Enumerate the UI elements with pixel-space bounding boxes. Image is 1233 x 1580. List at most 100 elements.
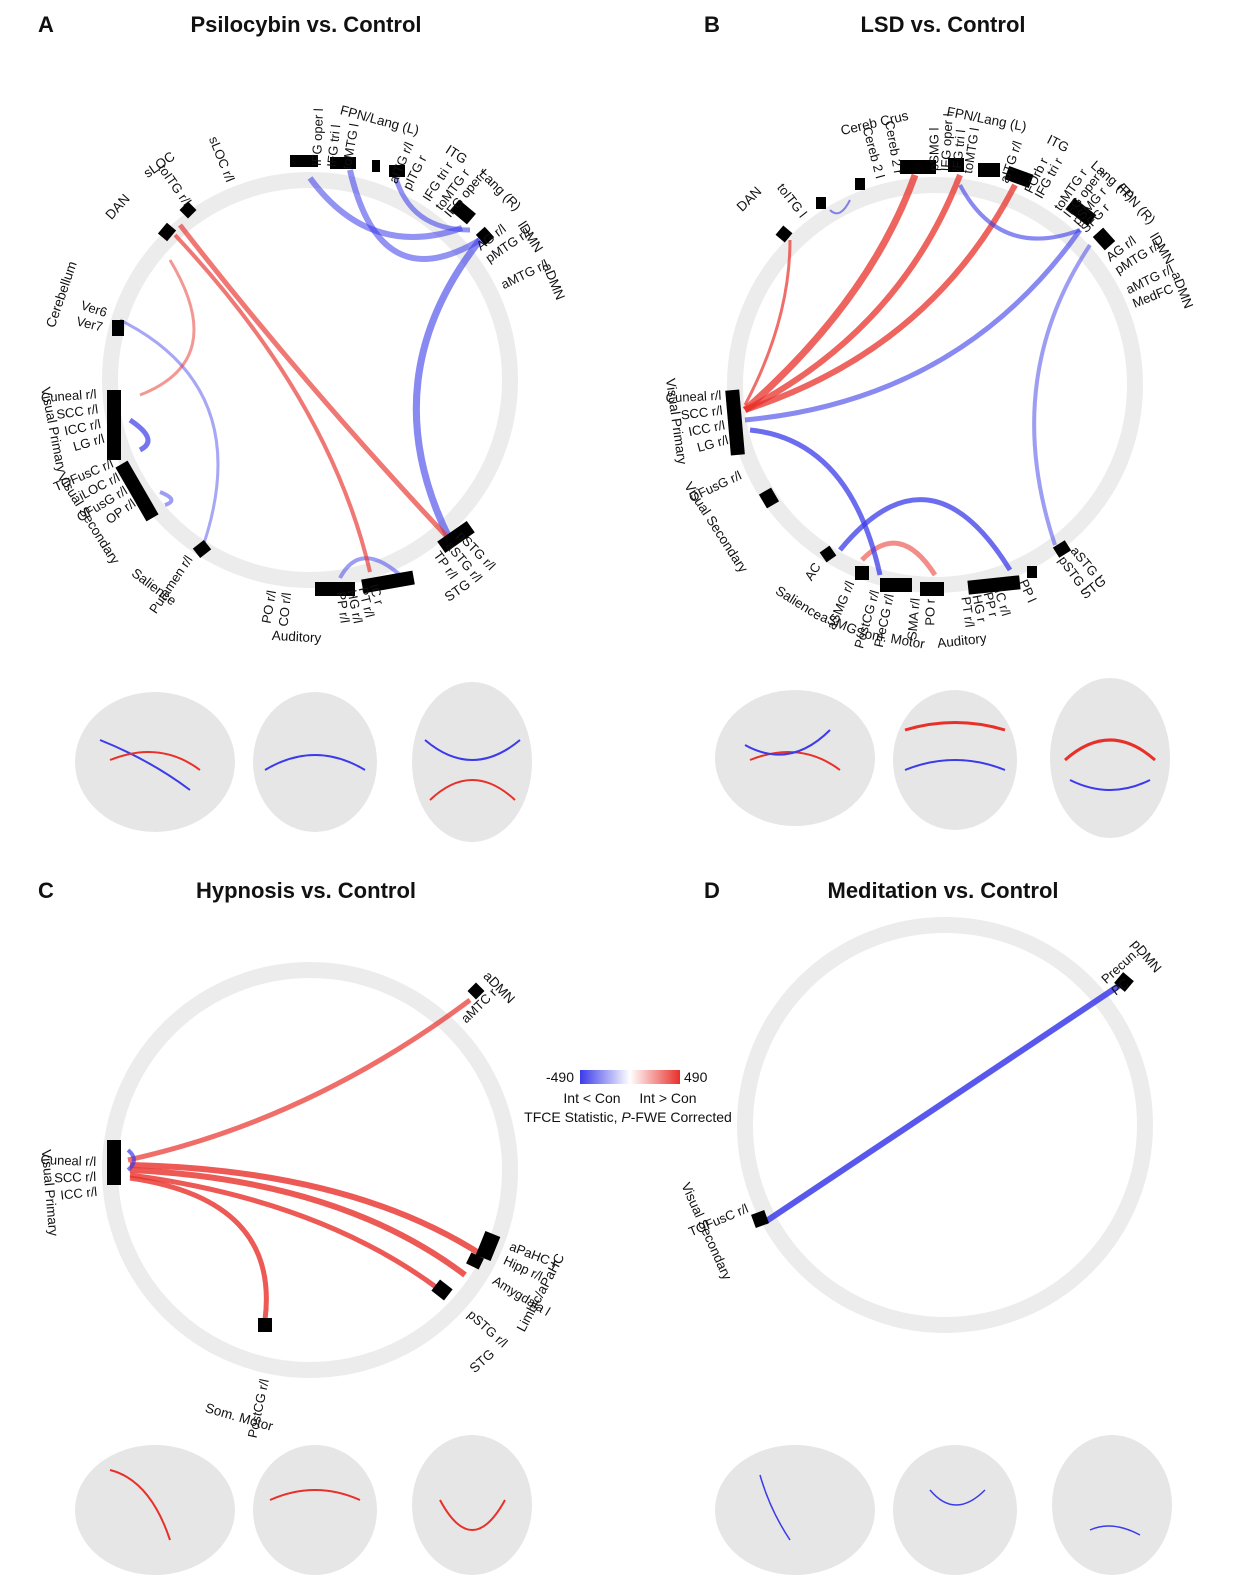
brain-edge [1064,738,1156,762]
network-label: DAN [734,184,765,215]
brain-edge [439,1499,506,1531]
brain-views [715,1435,1172,1575]
chord-node [775,225,793,243]
chord-node [437,520,475,554]
chord-link-negative [744,228,1083,423]
network-label: Visual Secondary [678,1180,734,1282]
chord-ring [737,917,1153,1333]
brain-edge [904,721,1006,732]
chord-link-negative [119,318,220,556]
colorbar-max: 490 [684,1069,708,1085]
node-label: PT r/l [356,586,378,620]
brain-coronal-view [893,1445,1017,1575]
chord-link-negative [1032,243,1092,546]
node-label: HG r [969,593,989,623]
network-label: Auditory [271,628,321,646]
network-label: ITG [1045,132,1072,156]
chord-node [1052,540,1072,558]
chord-node [112,320,124,336]
brain-edge [759,1474,791,1541]
colorbar-right-label: Int > Con [639,1090,696,1106]
chord-link-positive [744,183,1018,413]
node-label: PP r [981,591,1002,620]
chord-links [126,997,484,1321]
chord-node [1114,972,1134,992]
network-label: Cerebellum [43,259,80,329]
chord-node [450,199,476,225]
brain-views [715,678,1170,838]
chord-node [330,157,356,169]
brain-edge [424,739,521,761]
chord-link-positive [743,239,792,406]
brain-edge [1089,1525,1141,1536]
chord-ring [727,177,1143,593]
panel-d: D Meditation vs. Control Precun.PCTOFusC… [678,878,1172,1575]
chord-node [389,165,405,177]
brain-axial-view [1052,1435,1172,1575]
network-label: aDMN [540,261,568,302]
brain-sagittal-view [715,1445,875,1575]
network-label: Auditory [936,631,987,651]
brain-views [75,682,532,842]
brain-edge [99,739,191,791]
chord-link-negative [159,490,174,507]
brain-coronal-view [253,1445,377,1575]
chord-node [978,163,1000,177]
node-label: CO r/l [276,592,294,627]
chord-node [855,566,869,580]
panel-title: Meditation vs. Control [828,878,1059,903]
chord-nodes [751,972,1134,1228]
chord-node [467,982,485,1000]
chord-node [855,178,865,190]
chord-node [115,460,159,522]
node-label: IFG tri l [949,129,968,173]
node-label: Ver7 [75,313,105,334]
chord-node [157,222,177,242]
node-label: IFG tri l [324,124,343,168]
brain-sagittal-view [75,1445,235,1575]
colorbar-statistic-label: TFCE Statistic, P-FWE Corrected [524,1109,732,1125]
chord-node [880,578,912,592]
chord-link-positive [129,1167,467,1278]
node-label: IFG oper l [938,113,956,172]
chord-link-positive [129,1162,484,1258]
colorbar-min: -490 [546,1069,574,1085]
network-label: FPN (R) [1114,180,1158,227]
chord-link-negative [392,174,471,233]
panel-title: Psilocybin vs. Control [190,12,421,37]
chord-nodes [107,982,501,1332]
panel-title: Hypnosis vs. Control [196,878,416,903]
chord-node [475,1230,501,1262]
brain-edge [109,1469,171,1541]
chord-nodes [725,158,1116,596]
chord-node [1027,566,1037,578]
chord-node [258,1318,272,1332]
colorbar-gradient [580,1070,680,1084]
chord-node [751,1210,769,1228]
brain-sagittal-view [75,692,235,832]
chord-link-negative [412,237,483,542]
panel-a: A Psilocybin vs. Control [38,12,568,842]
brain-axial-view [412,1435,532,1575]
node-label: Cuneal r/l [665,388,721,406]
node-label: ICC r/l [60,1184,98,1203]
node-label: PP r/l [333,591,352,624]
brain-edge [1069,779,1151,791]
brain-edge [109,751,201,771]
panel-b: B LSD vs. Control [663,12,1196,838]
chord-link-negative [749,427,883,576]
chord-node [900,160,936,174]
node-label: SMA r/l [904,597,923,640]
chord-node [725,389,745,456]
node-label: toITG l [774,180,810,220]
chord-link-negative [128,417,151,453]
network-label: Lang (R) [476,166,524,214]
brain-views [75,1435,532,1575]
brain-axial-view [1050,678,1170,838]
panel-letter: B [704,12,720,37]
chord-link-positive [129,1175,269,1321]
brain-edge [744,729,831,756]
chord-node [1065,197,1097,227]
node-label: SCC r/l [680,403,724,423]
